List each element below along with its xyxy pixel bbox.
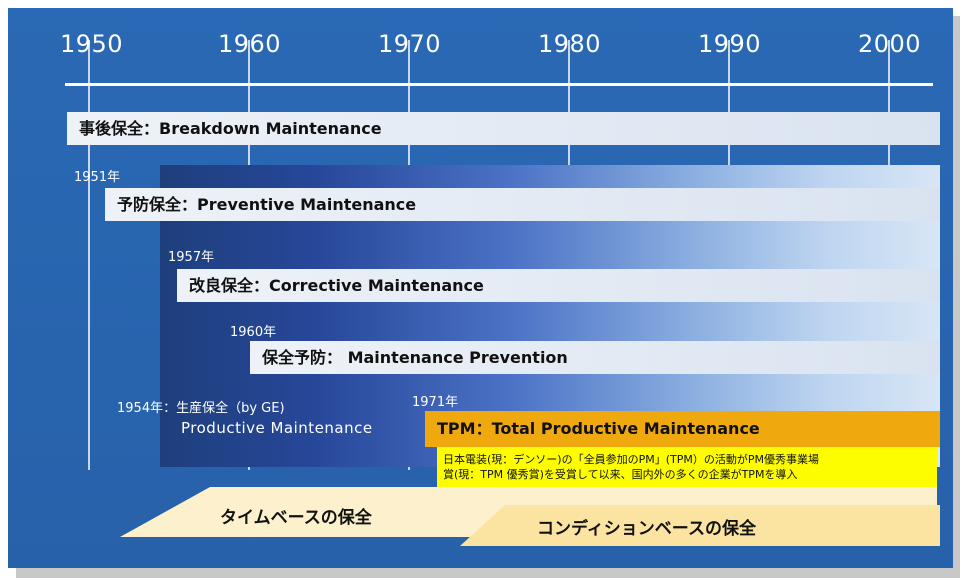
- productive-maintenance-label: Productive Maintenance: [181, 419, 373, 437]
- condition-based-band-label: コンディションベースの保全: [537, 519, 756, 539]
- year-note-1957: 1957年: [168, 250, 215, 265]
- gridline-1950: [88, 40, 90, 470]
- year-label-1980: 1980: [538, 30, 602, 58]
- year-note-1971: 1971年: [412, 395, 459, 410]
- year-label-2000: 2000: [858, 30, 922, 58]
- year-label-1990: 1990: [698, 30, 762, 58]
- productive-maintenance-year-label: 1954年：生産保全（by GE): [117, 401, 285, 416]
- year-label-1950: 1950: [60, 30, 124, 58]
- year-note-1960: 1960年: [230, 325, 277, 340]
- tpm-note-line-1: 日本電装(現：デンソー)の「全員参加のPM」(TPM）の活動がPM優秀事業場: [443, 453, 819, 466]
- year-label-1970: 1970: [378, 30, 442, 58]
- bar-corrective-maintenance: 改良保全：Corrective Maintenance: [177, 269, 940, 302]
- time-based-band-label: タイムベースの保全: [220, 508, 372, 528]
- tpm-note: 日本電装(現：デンソー)の「全員参加のPM」(TPM）の活動がPM優秀事業場 賞…: [437, 447, 937, 492]
- bar-preventive-maintenance: 予防保全：Preventive Maintenance: [105, 188, 940, 221]
- year-note-1951: 1951年: [74, 170, 121, 185]
- timeline-axis: [65, 83, 933, 86]
- bar-breakdown-maintenance: 事後保全：Breakdown Maintenance: [67, 112, 940, 145]
- tpm-bar: TPM：Total Productive Maintenance: [425, 411, 940, 447]
- bar-maintenance-prevention: 保全予防： Maintenance Prevention: [250, 341, 940, 374]
- tpm-note-line-2: 賞(現：TPM 優秀賞)を受賞して以来、国内外の多くの企業がTPMを導入: [443, 468, 798, 481]
- condition-based-band: [460, 505, 940, 546]
- year-label-1960: 1960: [218, 30, 282, 58]
